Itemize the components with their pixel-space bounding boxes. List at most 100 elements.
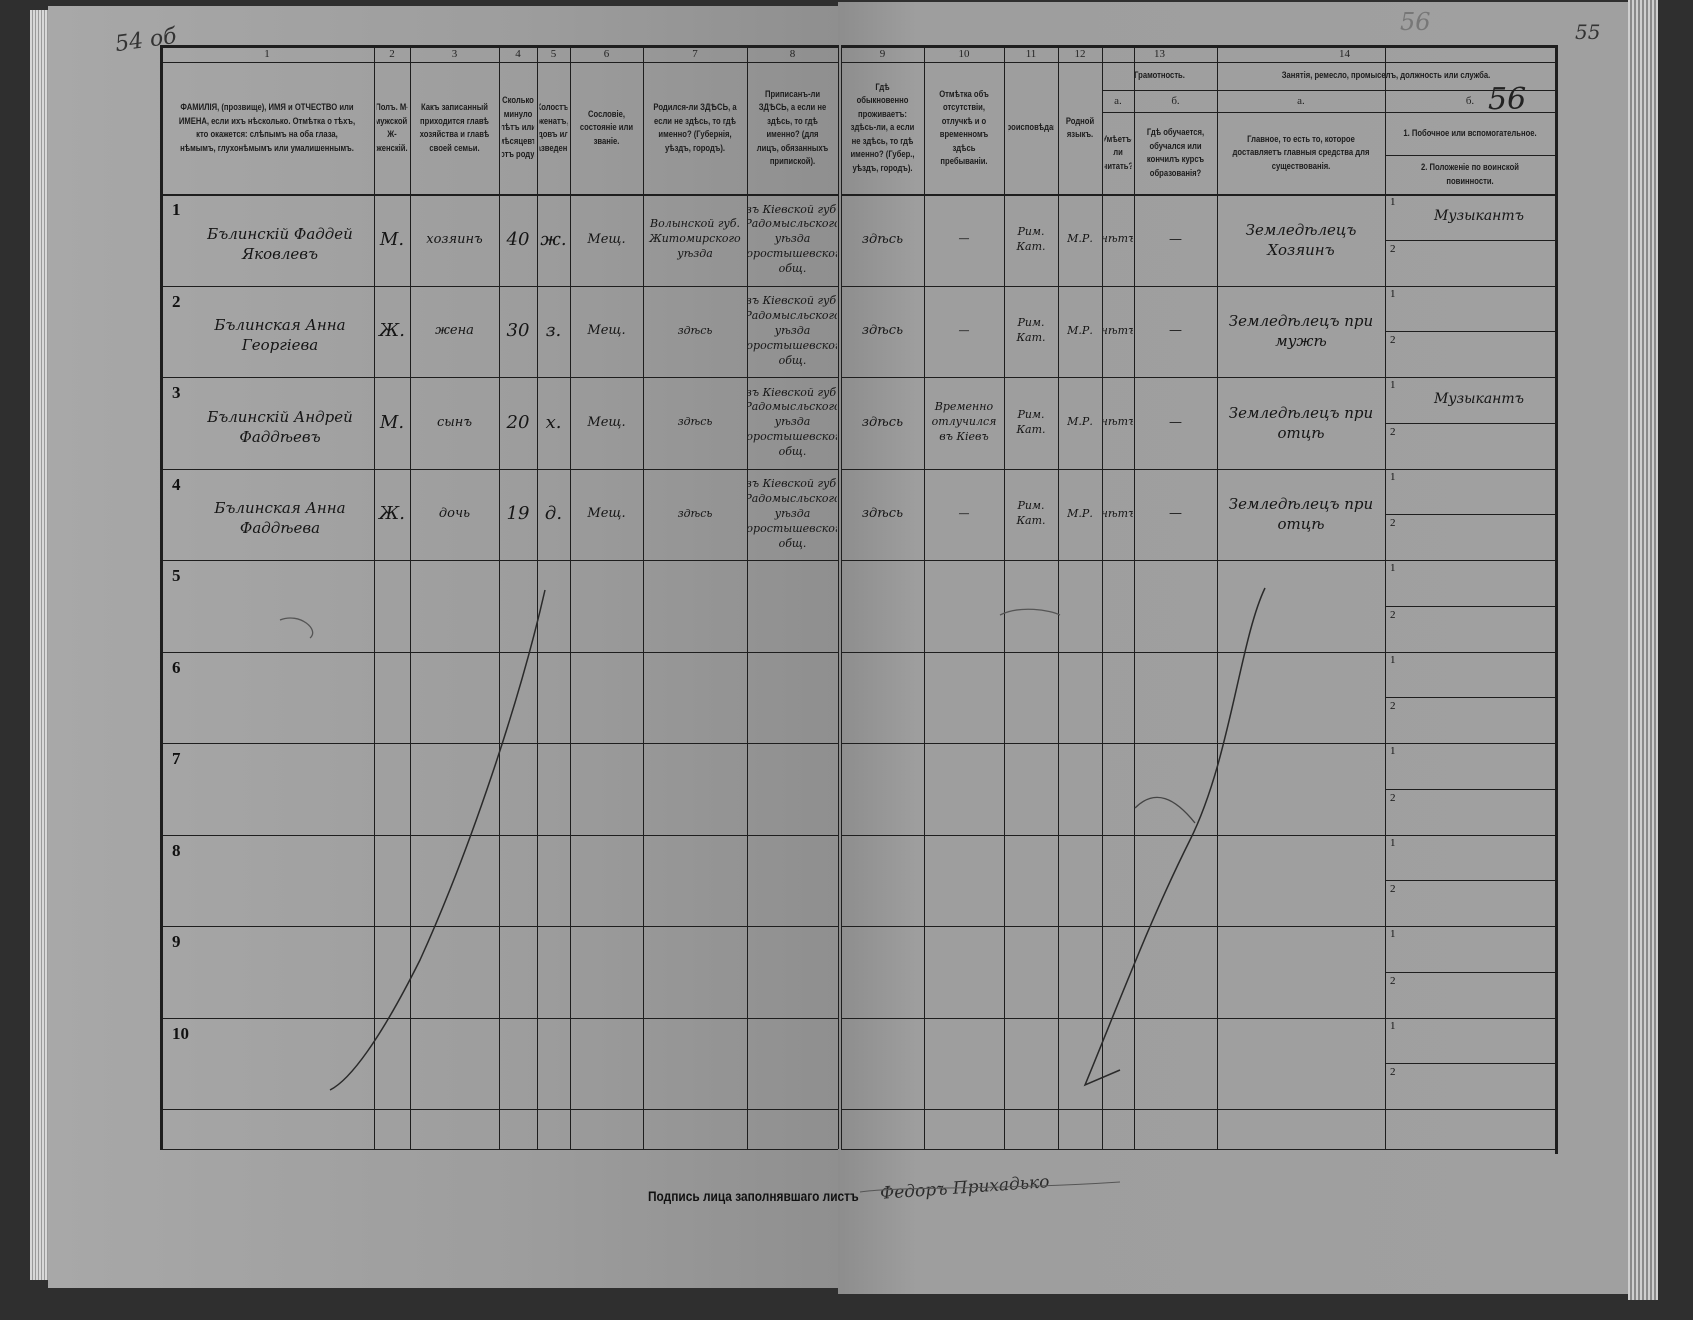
entry-age: 40: [506, 228, 530, 250]
sub-row-label-1: 1: [1390, 470, 1396, 483]
sub-row-label-2: 2: [1390, 883, 1396, 896]
row-number: 7: [172, 749, 181, 768]
column-number: 9: [879, 47, 886, 60]
sub-header-label: б.: [1465, 95, 1475, 107]
entry-sex: Ж.: [379, 503, 405, 525]
sub-row-label-1: 1: [1390, 745, 1396, 757]
row-divider: [841, 194, 1555, 196]
book-right-edge: [1628, 0, 1658, 1300]
row-number: 4: [172, 474, 181, 494]
sub-row-label-2: 2: [1390, 608, 1396, 621]
entry-sex: М.: [379, 411, 405, 433]
sub-row-divider: [1385, 331, 1555, 333]
table-left-border: [160, 45, 163, 1149]
row-divider: [160, 651, 838, 653]
column-divider: [1134, 45, 1135, 62]
sub-row-divider: [1385, 514, 1555, 516]
entry-name: Бълинскій Фаддей Яковлевъ: [207, 224, 353, 263]
cancel-stroke-left: [329, 589, 546, 1091]
sub-row-label-2: 2: [1390, 334, 1396, 347]
column-header-14b-1: 1. Побочное или вспомогательное.: [1403, 127, 1537, 138]
row-divider: [841, 926, 1555, 927]
entry-residence: здѣсь: [861, 323, 904, 339]
sheet-number-note: 56: [1488, 82, 1527, 117]
row-divider: [160, 560, 838, 561]
column-divider: [643, 45, 644, 1149]
group-header-occupation: Занятія, ремесло, промыселъ, должность и…: [1281, 70, 1491, 81]
entry-registered: въ Кіевской губ. Радомысльского уѣзда Ко…: [748, 202, 837, 276]
entry-marital: х.: [545, 411, 562, 433]
sub-row-label-2: 2: [1390, 700, 1396, 713]
column-number: 2: [389, 47, 395, 60]
column-header: Родился-ли ЗДѢСЬ, а если не здѣсь, то гд…: [653, 102, 737, 153]
entry-registered: въ Кіевской губ. Радомысльского уѣзда Ко…: [748, 294, 837, 367]
entry-born: здѣсь: [677, 506, 713, 520]
sub-row-label-1: 1: [1390, 836, 1396, 849]
sub-row-label-2: 2: [1390, 974, 1396, 987]
column-divider: [1058, 45, 1059, 1149]
row-divider: [841, 560, 1555, 561]
entry-absence: —: [958, 323, 970, 337]
entry-education: —: [1169, 506, 1182, 522]
entry-religion: Рим. Кат.: [1016, 224, 1046, 253]
sub-row-divider: [1385, 1063, 1555, 1065]
entry-secondary-occupation: Музыкантъ: [1433, 391, 1525, 408]
column-divider: [1217, 45, 1218, 1149]
header-number-rule: [841, 62, 1555, 63]
column-header: Главное, то есть то, которое доставляетъ…: [1232, 133, 1370, 171]
row-divider: [841, 834, 1555, 836]
right-folio-note: 55: [1575, 20, 1601, 44]
column-divider: [1217, 62, 1218, 90]
entry-estate: Мещ.: [587, 506, 626, 522]
row-divider: [160, 468, 838, 470]
entry-sex: М.: [379, 228, 405, 250]
sub-row-label-1: 1: [1390, 562, 1396, 574]
row-divider: [841, 1017, 1555, 1019]
entry-residence: здѣсь: [861, 231, 904, 247]
column-header: Отмѣтка объ отсутствіи, отлучкѣ и о врем…: [939, 88, 989, 167]
column-number: 10: [958, 47, 970, 60]
sub-row-label-2: 2: [1390, 425, 1396, 438]
column-divider: [537, 45, 538, 1149]
row-divider: [160, 194, 838, 196]
column-divider: [374, 45, 375, 1149]
group-header-literacy: Грамотность.: [1134, 70, 1185, 81]
entry-religion: Рим. Кат.: [1016, 316, 1046, 345]
column-header: Гдѣ обыкновенно проживаетъ: здѣсь-ли, а …: [850, 81, 915, 173]
row-divider: [160, 926, 838, 927]
signature-underline: [859, 1181, 1121, 1193]
column-divider: [1102, 45, 1103, 1149]
scribble-right: [999, 608, 1061, 616]
sub-row-divider: [1385, 422, 1555, 424]
left-page: [48, 6, 838, 1288]
sub-row-label-1: 1: [1390, 379, 1396, 391]
group-header-rule: [1102, 90, 1555, 91]
sub-row-label-1: 1: [1390, 928, 1396, 940]
cancel-stroke-right: [1083, 587, 1266, 1087]
column-header: Вѣроисповѣданіе.: [1008, 122, 1054, 133]
row-divider: [160, 285, 838, 287]
table-right-border: [1555, 45, 1558, 1154]
row-divider: [841, 285, 1555, 287]
scribble-left: [279, 617, 314, 639]
column-header: Какъ записанный приходится главѣ хозяйст…: [419, 102, 490, 153]
entry-marital: з.: [545, 320, 562, 342]
column-header: Холостъ, женатъ, вдовъ или разведенъ.: [539, 102, 568, 153]
entry-born: Волынской губ. Житомирского уѣзда: [649, 217, 741, 261]
entry-residence: здѣсь: [861, 414, 904, 430]
sub-header-label: а.: [1114, 95, 1122, 107]
column-number: 11: [1025, 47, 1037, 60]
sub-row-divider: [1385, 239, 1555, 241]
column-number: 13: [1154, 47, 1165, 60]
sub-header-rule: [1102, 112, 1555, 113]
column-divider: [1385, 45, 1386, 1149]
entry-occupation: Земледѣлецъ при отцѣ: [1228, 403, 1374, 442]
entry-absence: —: [958, 506, 970, 520]
entry-language: М.Р.: [1067, 506, 1093, 520]
occ-b-split-rule: [1385, 155, 1555, 156]
column-header: Приписанъ-ли ЗДѢСЬ, а если не здѣсь, то …: [756, 88, 829, 167]
column-number: 4: [515, 47, 521, 60]
row-number: 3: [172, 383, 181, 402]
entry-education: —: [1169, 323, 1182, 339]
entry-reads: нѣтъ: [1103, 506, 1133, 520]
